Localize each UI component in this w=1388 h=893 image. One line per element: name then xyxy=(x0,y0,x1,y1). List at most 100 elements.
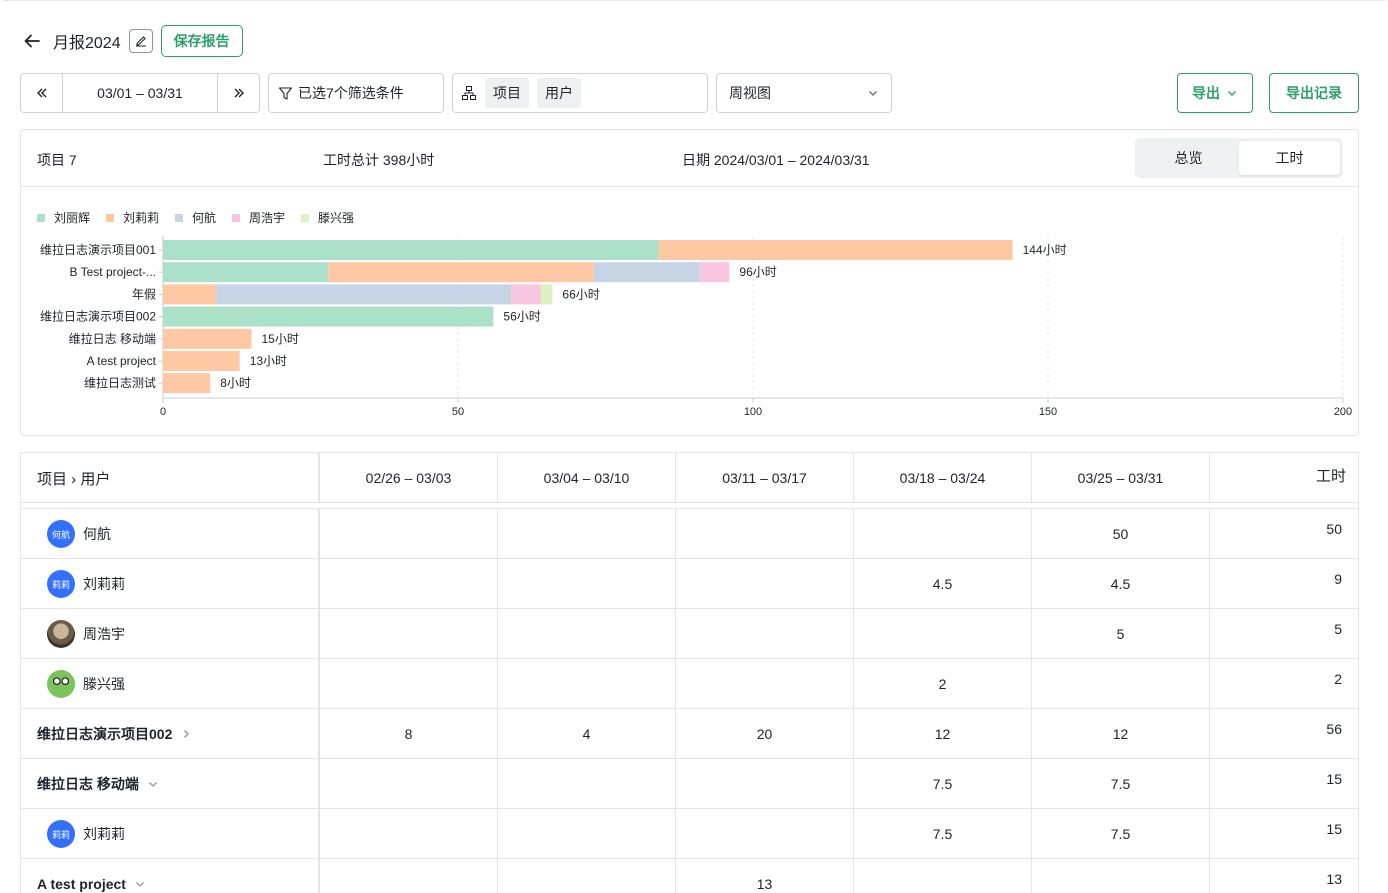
week-hours-cell xyxy=(676,759,854,809)
x-tick-label: 200 xyxy=(1334,406,1352,418)
date-range-label[interactable]: 03/01 – 03/31 xyxy=(62,74,218,112)
category-label: A test project xyxy=(87,354,157,368)
row-label-cell: 莉莉 刘莉莉 xyxy=(21,559,320,609)
week-hours-cell xyxy=(320,509,498,559)
double-chevron-left-icon xyxy=(36,88,46,98)
tab-hours[interactable]: 工时 xyxy=(1239,141,1340,175)
week-hours-cell: 13 xyxy=(676,859,854,893)
legend-label: 何航 xyxy=(192,210,216,225)
chart-card: 项目 7 工时总计 398小时 日期 2024/03/01 – 2024/03/… xyxy=(20,129,1359,436)
week-hours-cell xyxy=(498,809,676,859)
export-log-button[interactable]: 导出记录 xyxy=(1269,73,1359,113)
chevron-right-icon[interactable] xyxy=(180,728,192,740)
prev-period-button[interactable] xyxy=(21,74,62,112)
project-row: 维拉日志 移动端 7.5 7.5 15 xyxy=(21,759,1358,809)
week-hours-cell: 7.5 xyxy=(854,809,1032,859)
total-hours-cell: 50 xyxy=(1326,521,1342,537)
week-hours-cell xyxy=(676,809,854,859)
bar-total-label: 8小时 xyxy=(220,376,251,390)
total-hours-cell: 13 xyxy=(1326,871,1342,887)
bar-segment xyxy=(216,284,512,305)
report-header: 月报2024 保存报告 xyxy=(20,25,243,57)
summary-row: 项目 7 工时总计 398小时 日期 2024/03/01 – 2024/03/… xyxy=(21,130,1358,187)
double-chevron-right-icon xyxy=(234,88,244,98)
week-hours-cell xyxy=(1032,859,1210,893)
week-hours-cell: 8 xyxy=(320,709,498,759)
bar-segment xyxy=(163,284,217,305)
row-label-cell[interactable]: A test project xyxy=(21,859,320,893)
save-report-button[interactable]: 保存报告 xyxy=(160,25,243,57)
week-hours-cell: 20 xyxy=(676,709,854,759)
row-label-cell: 莉莉 刘莉莉 xyxy=(21,809,320,859)
row-label-cell[interactable]: 维拉日志 移动端 xyxy=(21,759,320,809)
category-label: 维拉日志测试 xyxy=(84,375,156,390)
user-name: 周浩宇 xyxy=(83,626,125,642)
project-name: A test project xyxy=(37,876,126,892)
user-row: 莉莉 刘莉莉 4.5 4.5 9 xyxy=(21,559,1358,609)
filter-button[interactable]: 已选7个筛选条件 xyxy=(268,73,444,113)
bar-segment xyxy=(163,373,211,394)
bar-segment xyxy=(163,328,252,349)
bar-segment xyxy=(593,262,700,283)
x-tick-label: 100 xyxy=(744,406,762,418)
filter-icon xyxy=(278,86,293,100)
next-period-button[interactable] xyxy=(218,74,259,112)
week-hours-cell xyxy=(676,509,854,559)
legend-label: 滕兴强 xyxy=(318,210,354,225)
avatar: 莉莉 xyxy=(47,570,75,598)
legend-label: 周浩宇 xyxy=(249,211,285,225)
chevron-down-icon[interactable] xyxy=(134,878,146,890)
week-hours-cell: 7.5 xyxy=(1032,759,1210,809)
bar-segment xyxy=(163,306,494,327)
chevron-down-icon xyxy=(869,91,877,96)
week-hours-cell xyxy=(320,659,498,709)
legend-swatch xyxy=(37,214,45,222)
total-hours-cell: 15 xyxy=(1326,821,1342,837)
view-select[interactable]: 周视图 xyxy=(716,73,892,113)
filter-label: 已选7个筛选条件 xyxy=(298,85,404,101)
hierarchy-icon xyxy=(462,86,476,100)
row-label-cell[interactable]: 维拉日志演示项目002 xyxy=(21,709,320,759)
bar-segment xyxy=(163,262,329,283)
export-label: 导出 xyxy=(1192,85,1220,101)
avatar xyxy=(47,670,75,698)
column-header-project-user: 项目 › 用户 xyxy=(21,453,320,503)
page-title: 月报2024 xyxy=(53,35,121,52)
row-label-cell: 滕兴强 xyxy=(21,659,320,709)
bar-segment xyxy=(511,284,541,305)
user-name: 滕兴强 xyxy=(83,676,125,692)
bar-segment xyxy=(328,262,594,283)
category-label: 维拉日志演示项目002 xyxy=(40,309,156,324)
user-row: 滕兴强 2 2 xyxy=(21,659,1358,709)
week-hours-cell xyxy=(498,509,676,559)
user-name: 何航 xyxy=(83,526,111,542)
avatar: 莉莉 xyxy=(47,820,75,848)
week-hours-cell xyxy=(854,609,1032,659)
x-tick-label: 150 xyxy=(1039,406,1057,418)
week-hours-cell xyxy=(320,809,498,859)
column-header-week: 02/26 – 03/03 xyxy=(320,453,498,503)
week-hours-cell xyxy=(498,859,676,893)
legend-swatch xyxy=(301,214,309,222)
edit-title-button[interactable] xyxy=(128,29,153,53)
column-header-week: 03/11 – 03/17 xyxy=(676,453,854,503)
table-header: 项目 › 用户 02/26 – 03/03 03/04 – 03/10 03/11 –… xyxy=(21,453,1358,503)
date-span: 日期 2024/03/01 – 2024/03/31 xyxy=(682,152,870,168)
hours-table: 项目 › 用户 02/26 – 03/03 03/04 – 03/10 03/11 –… xyxy=(20,452,1359,893)
row-label-cell: 周浩宇 xyxy=(21,609,320,659)
export-button[interactable]: 导出 xyxy=(1177,73,1253,113)
chevron-down-icon[interactable] xyxy=(147,778,159,790)
view-toggle: 总览 工时 xyxy=(1135,138,1343,178)
bar-segment xyxy=(699,262,730,283)
user-row: 莉莉 刘莉莉 7.5 7.5 15 xyxy=(21,809,1358,859)
user-name: 刘莉莉 xyxy=(83,826,125,842)
week-hours-cell xyxy=(498,559,676,609)
tab-overview[interactable]: 总览 xyxy=(1174,150,1203,166)
column-header-hours: 工时 xyxy=(1315,468,1346,485)
back-arrow-icon[interactable] xyxy=(20,29,44,53)
total-hours-cell: 2 xyxy=(1334,671,1342,687)
group-chip-user[interactable]: 用户 xyxy=(537,78,581,108)
week-hours-cell: 12 xyxy=(1032,709,1210,759)
bar-segment xyxy=(163,240,659,260)
group-chip-project[interactable]: 项目 xyxy=(485,78,529,108)
